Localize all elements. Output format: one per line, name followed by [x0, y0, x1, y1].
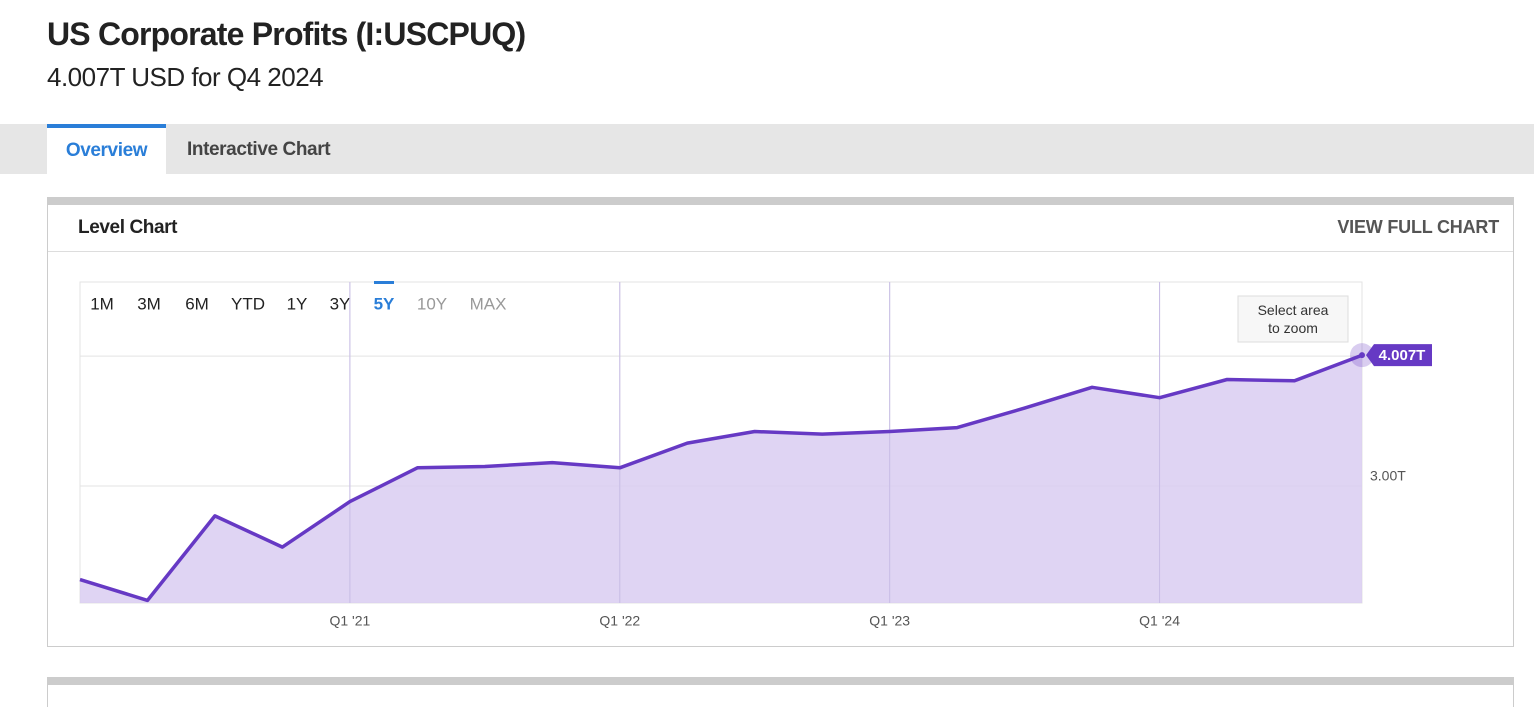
range-button[interactable]: MAX	[470, 294, 507, 313]
range-button[interactable]: 10Y	[417, 294, 447, 313]
line	[79, 353, 1363, 603]
range-button[interactable]: 1Y	[287, 294, 308, 313]
value-label: 4.007T	[1379, 347, 1426, 364]
zoom-hint: Select area to zoom	[1258, 302, 1329, 336]
range-button[interactable]: 5Y	[374, 294, 395, 313]
range-active-indicator	[374, 281, 394, 284]
x-tick-label: Q1 '21	[329, 613, 370, 629]
area	[80, 355, 1362, 603]
panel: Level Chart VIEW FULL CHART	[47, 197, 1514, 647]
panel	[47, 677, 1514, 707]
range-button[interactable]: 3M	[137, 294, 161, 313]
range-button[interactable]: YTD	[231, 294, 265, 313]
tab[interactable]: Interactive Chart	[187, 139, 331, 160]
last-point	[1359, 352, 1365, 359]
tab-bar: Overview Interactive Chart	[0, 124, 1534, 174]
view-full-chart[interactable]: VIEW FULL CHART	[1337, 217, 1499, 237]
range-button[interactable]: 3Y	[330, 294, 351, 313]
x-tick-label: Q1 '23	[869, 613, 910, 629]
range-button[interactable]: 6M	[185, 294, 209, 313]
page-subtitle: 4.007T USD for Q4 2024	[47, 62, 324, 92]
y-tick-label: 3.00T	[1370, 468, 1406, 484]
panel-title: Level Chart	[78, 217, 178, 238]
x-tick-label: Q1 '22	[599, 613, 640, 629]
range-button[interactable]: 1M	[90, 294, 114, 313]
panel-header: Level Chart VIEW FULL CHART	[48, 205, 1513, 252]
value-flag	[1366, 344, 1432, 367]
page-title: US Corporate Profits (I:USCPUQ)	[47, 16, 526, 52]
tab[interactable]: Overview	[47, 124, 166, 174]
x-tick-label: Q1 '24	[1139, 613, 1180, 629]
zoom-hint-box	[1237, 295, 1349, 343]
